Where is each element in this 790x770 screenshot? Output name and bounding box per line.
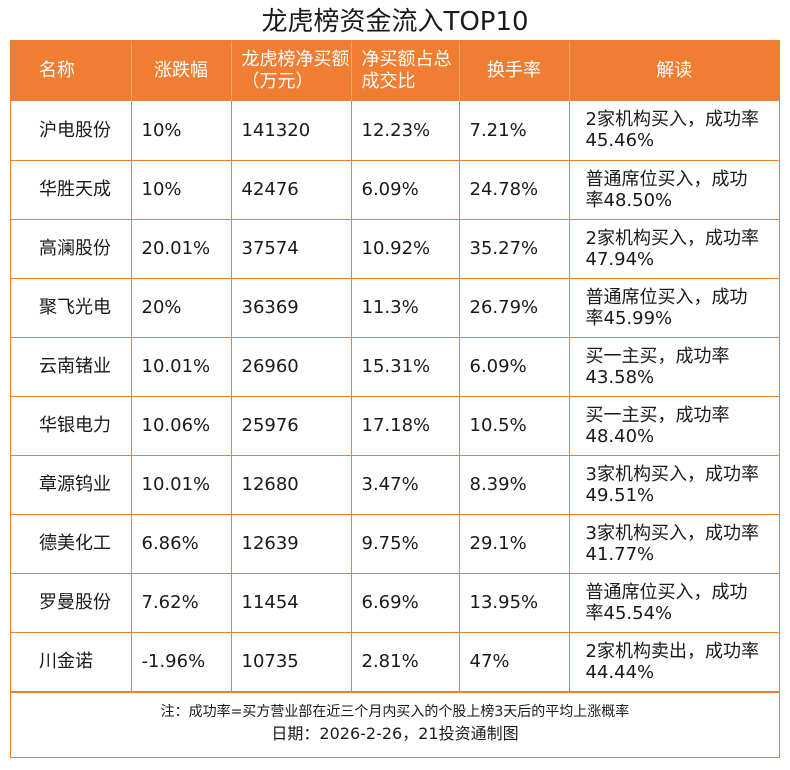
table-row: 章源钨业 10.01% 12680 3.47% 8.39% 3家机构买入，成功率… <box>11 455 779 515</box>
cell-ratio: 2.81% <box>351 632 460 692</box>
cell-net-buy: 12639 <box>231 514 352 574</box>
page-title: 龙虎榜资金流入TOP10 <box>261 7 529 37</box>
table-row: 云南锗业 10.01% 26960 15.31% 6.09% 买一主买，成功率4… <box>11 337 779 397</box>
cell-change: 10.01% <box>131 455 232 515</box>
cell-turnover: 26.79% <box>459 278 570 338</box>
cell-change: 10.06% <box>131 396 232 456</box>
cell-interpretation: 买一主买，成功率43.58% <box>569 337 779 397</box>
cell-net-buy: 42476 <box>231 160 352 220</box>
footnote: 注：成功率=买方营业部在近三个月内买入的个股上榜3天后的平均上涨概率 <box>160 703 630 720</box>
data-table: 名称 涨跌幅 龙虎榜净买额（万元） 净买额占总成交比 换手率 解读 沪电股份 1… <box>11 41 779 692</box>
table-footer: 注：成功率=买方营业部在近三个月内买入的个股上榜3天后的平均上涨概率 日期：20… <box>11 691 779 757</box>
table-row: 川金诺 -1.96% 10735 2.81% 47% 2家机构卖出，成功率44.… <box>11 632 779 692</box>
cell-turnover: 24.78% <box>459 160 570 220</box>
cell-net-buy: 12680 <box>231 455 352 515</box>
cell-ratio: 11.3% <box>351 278 460 338</box>
cell-turnover: 13.95% <box>459 573 570 633</box>
cell-net-buy: 10735 <box>231 632 352 692</box>
cell-name: 华银电力 <box>11 396 132 456</box>
table-row: 沪电股份 10% 141320 12.23% 7.21% 2家机构买入，成功率4… <box>11 101 779 161</box>
cell-change: 10% <box>131 101 232 161</box>
cell-net-buy: 11454 <box>231 573 352 633</box>
cell-ratio: 12.23% <box>351 101 460 161</box>
data-table-container: 名称 涨跌幅 龙虎榜净买额（万元） 净买额占总成交比 换手率 解读 沪电股份 1… <box>10 40 780 758</box>
cell-name: 高澜股份 <box>11 219 132 279</box>
cell-turnover: 7.21% <box>459 101 570 161</box>
cell-change: -1.96% <box>131 632 232 692</box>
cell-name: 沪电股份 <box>11 101 132 161</box>
cell-name: 川金诺 <box>11 632 132 692</box>
cell-turnover: 35.27% <box>459 219 570 279</box>
cell-interpretation: 普通席位买入，成功率45.99% <box>569 278 779 338</box>
cell-interpretation: 普通席位买入，成功率48.50% <box>569 160 779 220</box>
header-change: 涨跌幅 <box>131 41 232 101</box>
cell-ratio: 15.31% <box>351 337 460 397</box>
cell-name: 云南锗业 <box>11 337 132 397</box>
cell-change: 20.01% <box>131 219 232 279</box>
cell-net-buy: 141320 <box>231 101 352 161</box>
date-credit: 日期：2026-2-26，21投资通制图 <box>271 723 519 743</box>
cell-turnover: 29.1% <box>459 514 570 574</box>
table-row: 罗曼股份 7.62% 11454 6.69% 13.95% 普通席位买入，成功率… <box>11 573 779 633</box>
cell-name: 华胜天成 <box>11 160 132 220</box>
cell-interpretation: 3家机构买入，成功率49.51% <box>569 455 779 515</box>
cell-turnover: 6.09% <box>459 337 570 397</box>
cell-change: 20% <box>131 278 232 338</box>
cell-net-buy: 26960 <box>231 337 352 397</box>
header-turnover: 换手率 <box>459 41 570 101</box>
cell-ratio: 10.92% <box>351 219 460 279</box>
cell-ratio: 9.75% <box>351 514 460 574</box>
table-row: 聚飞光电 20% 36369 11.3% 26.79% 普通席位买入，成功率45… <box>11 278 779 338</box>
table-row: 华胜天成 10% 42476 6.09% 24.78% 普通席位买入，成功率48… <box>11 160 779 220</box>
cell-name: 章源钨业 <box>11 455 132 515</box>
cell-turnover: 47% <box>459 632 570 692</box>
cell-change: 10.01% <box>131 337 232 397</box>
table-row: 高澜股份 20.01% 37574 10.92% 35.27% 2家机构买入，成… <box>11 219 779 279</box>
cell-interpretation: 2家机构买入，成功率47.94% <box>569 219 779 279</box>
cell-ratio: 6.09% <box>351 160 460 220</box>
header-net-buy: 龙虎榜净买额（万元） <box>231 41 352 101</box>
cell-net-buy: 37574 <box>231 219 352 279</box>
cell-change: 7.62% <box>131 573 232 633</box>
cell-ratio: 6.69% <box>351 573 460 633</box>
header-ratio: 净买额占总成交比 <box>351 41 460 101</box>
table-header-row: 名称 涨跌幅 龙虎榜净买额（万元） 净买额占总成交比 换手率 解读 <box>11 41 779 101</box>
cell-interpretation: 2家机构卖出，成功率44.44% <box>569 632 779 692</box>
cell-interpretation: 2家机构买入，成功率45.46% <box>569 101 779 161</box>
cell-interpretation: 3家机构买入，成功率41.77% <box>569 514 779 574</box>
table-row: 德美化工 6.86% 12639 9.75% 29.1% 3家机构买入，成功率4… <box>11 514 779 574</box>
cell-name: 聚飞光电 <box>11 278 132 338</box>
cell-name: 德美化工 <box>11 514 132 574</box>
cell-change: 10% <box>131 160 232 220</box>
cell-ratio: 3.47% <box>351 455 460 515</box>
cell-net-buy: 36369 <box>231 278 352 338</box>
table-row: 华银电力 10.06% 25976 17.18% 10.5% 买一主买，成功率4… <box>11 396 779 456</box>
cell-turnover: 8.39% <box>459 455 570 515</box>
header-interpretation: 解读 <box>569 41 779 101</box>
header-name: 名称 <box>11 41 132 101</box>
cell-name: 罗曼股份 <box>11 573 132 633</box>
cell-change: 6.86% <box>131 514 232 574</box>
cell-interpretation: 普通席位买入，成功率45.54% <box>569 573 779 633</box>
cell-ratio: 17.18% <box>351 396 460 456</box>
cell-turnover: 10.5% <box>459 396 570 456</box>
cell-net-buy: 25976 <box>231 396 352 456</box>
cell-interpretation: 买一主买，成功率48.40% <box>569 396 779 456</box>
